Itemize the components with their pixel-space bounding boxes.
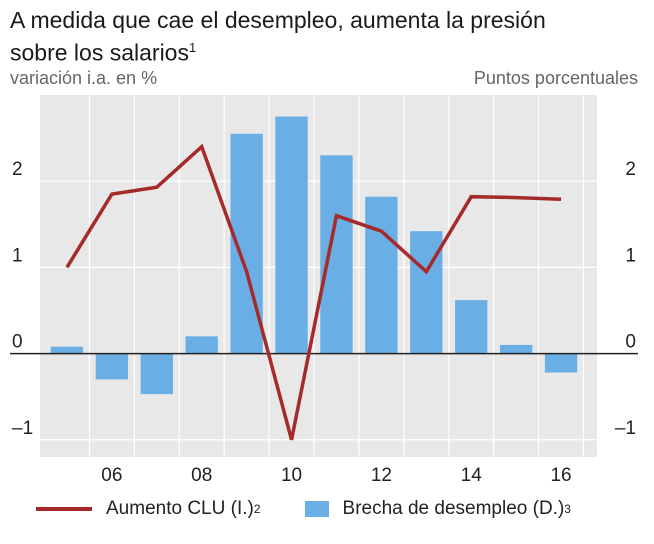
title-footnote: 1 [188, 40, 197, 55]
title-line-1: A medida que cae el desempleo, aumenta l… [10, 7, 546, 33]
y-tick-label-right: 2 [625, 159, 636, 180]
bar [95, 353, 129, 380]
x-tick-label: 14 [461, 465, 483, 486]
legend-line-footnote: 2 [253, 502, 261, 516]
y-tick-label-right: 0 [625, 332, 636, 353]
legend: Aumento CLU (I.) 2 Brecha de desempleo (D… [36, 498, 615, 520]
legend-bar-label: Brecha de desempleo (D.) [342, 498, 565, 519]
x-tick-label: 12 [371, 465, 392, 486]
left-axis-label: variación i.a. en % [10, 68, 158, 88]
legend-item-clu: Aumento CLU (I.) 2 [36, 498, 261, 520]
right-axis-label: Puntos porcentuales [473, 68, 638, 88]
legend-bar-swatch [304, 501, 329, 517]
x-tick-label: 06 [101, 465, 122, 486]
y-tick-label-right: 1 [625, 245, 636, 266]
y-tick-label-left: 0 [12, 332, 23, 353]
legend-line-label: Aumento CLU (I.) [106, 498, 254, 519]
bar [50, 346, 84, 354]
legend-line-swatch [36, 507, 92, 511]
x-tick-label: 08 [191, 465, 212, 486]
bar [275, 116, 308, 354]
x-tick-label: 16 [550, 465, 571, 486]
chart-title: A medida que cae el desempleo, aumenta l… [10, 6, 546, 67]
series-line-clu [65, 143, 562, 441]
bar [140, 353, 173, 395]
title-line-2-text: sobre los salarios [10, 39, 189, 66]
plot-area [40, 95, 597, 457]
bar [320, 155, 353, 354]
title-line-2: sobre los salarios1 [10, 34, 546, 67]
legend-bar-footnote: 3 [564, 502, 571, 516]
bar [544, 353, 578, 373]
bar [455, 300, 488, 354]
y-tick-label-left: 1 [12, 245, 23, 266]
y-tick-label-left: –1 [12, 418, 33, 439]
bar [185, 336, 218, 354]
x-tick-label: 10 [281, 465, 302, 486]
y-tick-label-right: –1 [615, 418, 636, 439]
legend-item-brecha: Brecha de desempleo (D.) 3 [304, 498, 571, 520]
bar [365, 196, 398, 354]
y-tick-label-left: 2 [12, 159, 23, 180]
bar [499, 344, 533, 354]
